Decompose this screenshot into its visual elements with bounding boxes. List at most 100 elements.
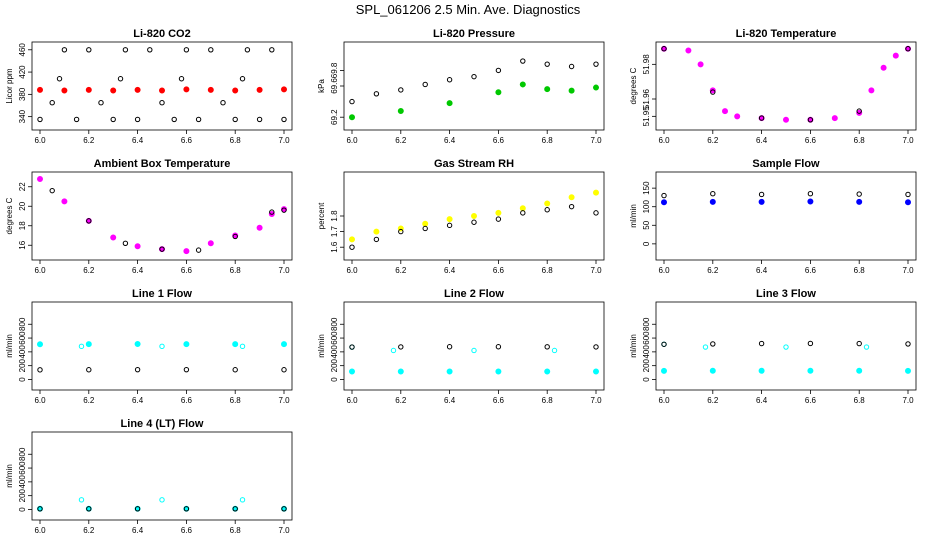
data-point: [783, 344, 789, 350]
data-point: [519, 205, 526, 212]
x-tick-label: 6.2: [83, 396, 95, 405]
y-tick-label: 22: [18, 182, 27, 191]
plot-frame: [31, 171, 293, 261]
plot-frame: [655, 301, 917, 391]
y-tick-label: 16: [18, 240, 27, 249]
data-point: [85, 86, 92, 93]
data-point: [349, 98, 355, 105]
data-point: [122, 47, 129, 53]
data-point: [239, 343, 246, 350]
data-point: [269, 47, 275, 53]
data-point: [232, 233, 238, 240]
data-point: [122, 240, 129, 247]
data-point: [86, 47, 92, 53]
y-tick-label: 69.2: [330, 109, 339, 125]
data-point: [856, 108, 862, 114]
chart-title: Li-820 Pressure: [433, 28, 515, 40]
chart-panel-line3: Line 3 Flow 6.0 6.2 6.4 6.6 6.8 7.0 0 2004006008…: [629, 288, 917, 405]
x-tick-label: 7.0: [278, 136, 290, 145]
data-point: [661, 367, 668, 374]
data-point: [905, 341, 911, 347]
chart-title: Li-820 CO2: [133, 28, 190, 40]
y-tick-label: 400: [18, 345, 27, 359]
x-tick-label: 6.8: [230, 526, 242, 535]
data-point: [495, 216, 502, 222]
data-point: [85, 341, 92, 348]
x-tick-label: 6.4: [756, 396, 768, 405]
x-tick-label: 6.0: [34, 526, 46, 535]
x-tick-label: 6.8: [230, 136, 242, 145]
data-point: [783, 116, 790, 123]
x-tick-label: 7.0: [278, 526, 290, 535]
y-tick-label: 0: [18, 377, 27, 382]
plot-frame: [31, 431, 293, 521]
data-point: [446, 368, 453, 375]
x-tick-label: 6.4: [132, 266, 144, 275]
data-point: [593, 189, 600, 196]
data-point: [232, 367, 238, 373]
y-tick-label: 600: [18, 331, 27, 345]
x-tick-label: 6.0: [34, 136, 46, 145]
data-point: [544, 200, 551, 207]
data-point: [734, 113, 741, 120]
y-tick-label: 0: [18, 507, 27, 512]
chart-title: Li-820 Temperature: [736, 28, 837, 40]
data-point: [471, 347, 477, 354]
chart-panel-rh: Gas Stream RH 6.0 6.2 6.4 6.6 6.8 7.0 1.6 1.7 1.8…: [317, 158, 605, 275]
y-tick-label: 800: [642, 317, 651, 331]
data-point: [178, 76, 185, 82]
x-tick-label: 7.0: [278, 266, 290, 275]
data-point: [183, 506, 190, 512]
data-point: [568, 63, 575, 70]
data-point: [880, 64, 887, 71]
data-point: [520, 58, 526, 64]
data-point: [807, 191, 814, 197]
data-point: [661, 192, 667, 199]
data-point: [373, 228, 380, 235]
y-tick-label: 600: [642, 331, 651, 345]
y-tick-label: 51.96: [642, 88, 651, 109]
data-point: [856, 340, 862, 347]
data-point: [183, 86, 190, 93]
y-tick-label: 420: [18, 65, 27, 79]
y-tick-label: 200: [642, 358, 651, 372]
data-point: [446, 100, 453, 107]
data-point: [544, 86, 551, 93]
data-point: [134, 243, 141, 250]
y-tick-label: 400: [330, 345, 339, 359]
plot-frame: [31, 301, 293, 391]
data-point: [905, 367, 912, 374]
data-point: [134, 340, 141, 347]
y-tick-label: 20: [18, 201, 27, 210]
data-point: [147, 47, 153, 53]
y-axis-label: Licor ppm: [5, 68, 14, 103]
data-point: [470, 212, 477, 219]
data-point: [37, 116, 43, 123]
data-point: [159, 246, 165, 252]
chart-title: Sample Flow: [752, 158, 820, 170]
y-tick-label: 51.98: [642, 54, 651, 75]
data-point: [98, 100, 104, 106]
y-tick-label: 800: [18, 317, 27, 331]
y-axis-label: ml/min: [629, 204, 638, 228]
data-point: [544, 368, 551, 375]
data-point: [544, 344, 550, 350]
data-point: [722, 108, 729, 115]
data-point: [239, 76, 246, 82]
x-tick-label: 6.0: [658, 266, 670, 275]
x-tick-label: 7.0: [902, 136, 914, 145]
y-tick-label: 800: [330, 317, 339, 331]
chart-title: Gas Stream RH: [434, 158, 514, 170]
data-point: [568, 194, 575, 201]
data-point: [61, 198, 68, 205]
x-tick-label: 6.8: [854, 136, 866, 145]
plot-frame: [655, 171, 917, 261]
data-point: [244, 47, 251, 53]
y-tick-label: 600: [18, 461, 27, 475]
y-tick-label: 800: [18, 447, 27, 461]
chart-title: Line 3 Flow: [756, 288, 816, 300]
x-tick-label: 6.4: [132, 526, 144, 535]
data-point: [905, 191, 911, 198]
data-point: [134, 366, 141, 373]
